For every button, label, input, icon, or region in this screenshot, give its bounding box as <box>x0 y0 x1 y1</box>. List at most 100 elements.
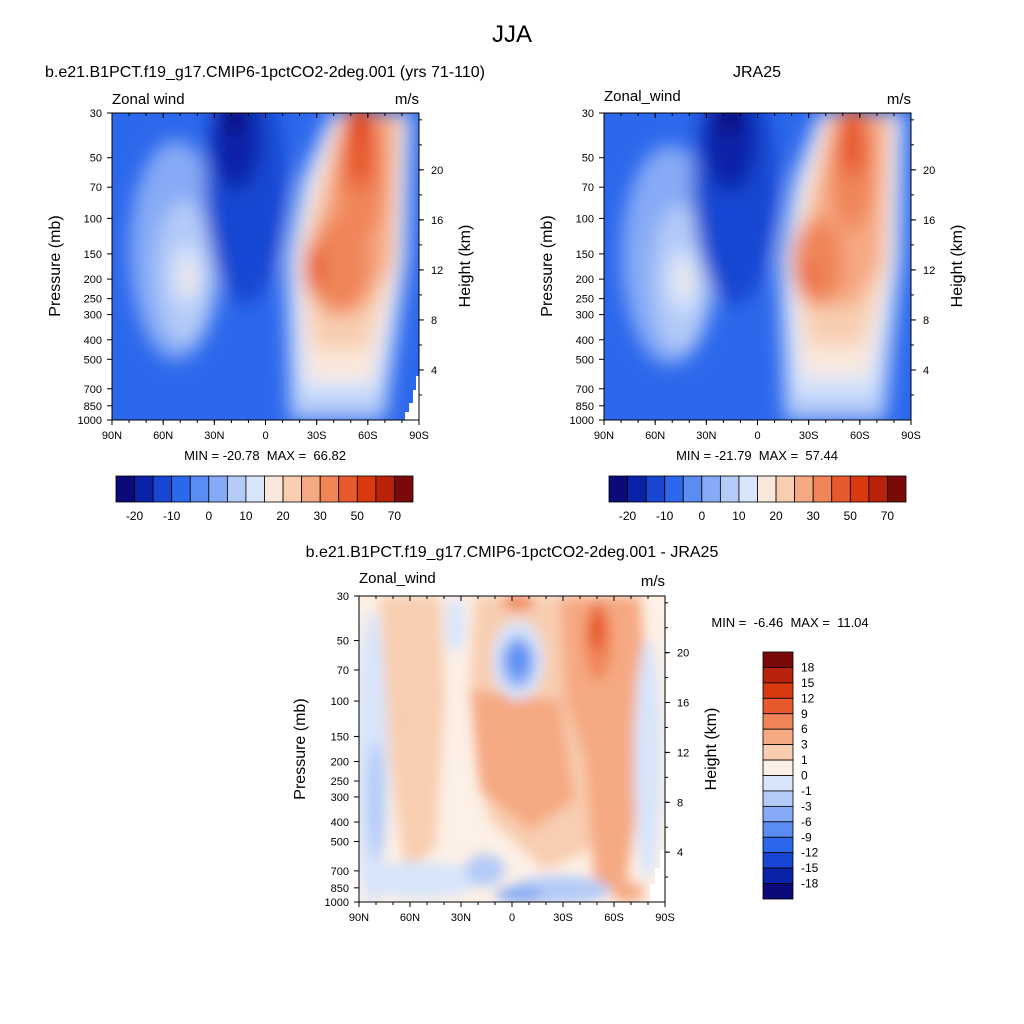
colorbar-swatch <box>208 475 228 503</box>
panel-model: b.e21.B1PCT.f19_g17.CMIP6-1pctCO2-2deg.0… <box>45 64 485 463</box>
y2-tick-label: 8 <box>923 315 929 327</box>
x-tick-label: 30N <box>696 430 716 442</box>
colorbar-label: 1 <box>801 753 808 767</box>
colorbar-swatch <box>887 475 907 503</box>
colorbar-swatch <box>226 475 247 503</box>
units-label: m/s <box>887 91 911 108</box>
panel-title: JRA25 <box>733 64 781 81</box>
panel-difference: b.e21.B1PCT.f19_g17.CMIP6-1pctCO2-2deg.0… <box>292 544 869 924</box>
y-tick-label: 400 <box>84 335 102 347</box>
y2-tick-label: 8 <box>431 315 437 327</box>
colorbars: -20 -10 0 10 20 30 50 70 -20 -10 0 10 20 30 50 70181512… <box>115 475 907 900</box>
colorbar-label: 9 <box>801 707 808 721</box>
minmax-label: MIN = -6.46 MAX = 11.04 <box>711 615 868 630</box>
y-axis-title: Pressure (mb) <box>292 698 309 799</box>
y-tick-label: 100 <box>331 696 349 708</box>
y2-axis-title: Height (km) <box>949 225 966 308</box>
colorbar-swatch <box>762 651 794 668</box>
y2-tick-label: 20 <box>923 165 935 177</box>
colorbar-label: 0 <box>205 509 212 523</box>
x-tick-label: 90N <box>594 430 614 442</box>
y-tick-label: 700 <box>331 866 349 878</box>
colorbar-swatch <box>738 475 758 503</box>
minmax-label: MIN = -21.79 MAX = 57.44 <box>676 448 838 463</box>
y2-tick-label: 20 <box>431 165 443 177</box>
y-tick-label: 300 <box>576 310 594 322</box>
colorbar-label: 10 <box>732 509 746 523</box>
colorbar-swatch <box>762 836 794 854</box>
colorbar-label: -15 <box>801 861 819 875</box>
y-tick-label: 50 <box>337 636 349 648</box>
x-tick-label: 90S <box>655 912 675 924</box>
colorbar-label: 20 <box>276 509 290 523</box>
colorbar-label: 30 <box>314 509 328 523</box>
colorbar-swatch <box>762 697 794 715</box>
y2-tick-label: 4 <box>923 365 929 377</box>
colorbar-swatch <box>757 475 777 503</box>
y2-tick-label: 4 <box>677 847 683 859</box>
y-tick-label: 250 <box>331 776 349 788</box>
colorbar-swatch <box>664 475 684 503</box>
y-tick-label: 700 <box>576 384 594 396</box>
colorbar-label: 15 <box>801 676 815 690</box>
panel-reanalysis: JRA25 Zonal_wind m/s <box>539 64 966 463</box>
colorbar-swatch <box>719 475 740 503</box>
x-tick-label: 30N <box>204 430 224 442</box>
colorbar-swatch <box>375 475 395 503</box>
y2-tick-label: 12 <box>431 265 443 277</box>
colorbar-swatch <box>762 852 794 869</box>
page-title: JJA <box>492 21 532 48</box>
y2-tick-label: 16 <box>923 215 935 227</box>
colorbar-swatch <box>645 475 666 503</box>
x-tick-label: 0 <box>754 430 760 442</box>
colorbar-swatch <box>775 475 796 503</box>
x-tick-label: 90S <box>409 430 429 442</box>
colorbar-swatch <box>812 475 833 503</box>
y-tick-label: 200 <box>331 757 349 769</box>
y-tick-label: 1000 <box>78 415 102 427</box>
left-label: Zonal wind <box>112 91 185 108</box>
y-tick-label: 300 <box>331 792 349 804</box>
colorbar-label: -1 <box>801 784 812 798</box>
colorbar-swatch <box>282 475 303 503</box>
left-label: Zonal_wind <box>359 570 436 587</box>
y2-tick-label: 4 <box>431 365 437 377</box>
colorbar-label: -10 <box>656 509 674 523</box>
x-tick-label: 30S <box>307 430 327 442</box>
colorbar-label: 12 <box>801 691 815 705</box>
y-tick-label: 850 <box>576 401 594 413</box>
colorbar-swatch <box>762 775 794 792</box>
y-tick-label: 850 <box>84 401 102 413</box>
colorbar-label: 3 <box>801 738 808 752</box>
y-tick-label: 100 <box>576 213 594 225</box>
units-label: m/s <box>641 573 665 590</box>
y-tick-label: 150 <box>84 249 102 261</box>
colorbar-label: 70 <box>388 509 402 523</box>
colorbar-swatch <box>115 475 135 503</box>
y-tick-label: 50 <box>582 153 594 165</box>
y-tick-label: 70 <box>337 665 349 677</box>
y-tick-label: 200 <box>576 274 594 286</box>
colorbar-label: -12 <box>801 846 819 860</box>
colorbar-label: -18 <box>801 877 819 891</box>
x-tick-label: 90N <box>102 430 122 442</box>
x-tick-label: 30S <box>799 430 819 442</box>
axis-ticks <box>107 112 424 425</box>
y-tick-label: 500 <box>331 837 349 849</box>
colorbar-swatch <box>762 821 794 838</box>
colorbar-label: 70 <box>881 509 895 523</box>
colorbar-swatch <box>245 475 265 503</box>
colorbar-label: 30 <box>807 509 821 523</box>
colorbar-swatch <box>338 475 358 503</box>
colorbar-label: 0 <box>801 769 808 783</box>
x-tick-label: 60S <box>850 430 870 442</box>
y2-tick-label: 12 <box>677 747 689 759</box>
colorbar-swatch <box>762 713 794 730</box>
colorbar-swatch <box>356 475 377 503</box>
colorbar-swatch <box>627 475 647 503</box>
y-tick-label: 30 <box>582 108 594 120</box>
y-tick-label: 250 <box>576 294 594 306</box>
y2-axis-title: Height (km) <box>703 708 720 791</box>
x-tick-label: 30S <box>553 912 573 924</box>
colorbar-swatch <box>171 475 191 503</box>
